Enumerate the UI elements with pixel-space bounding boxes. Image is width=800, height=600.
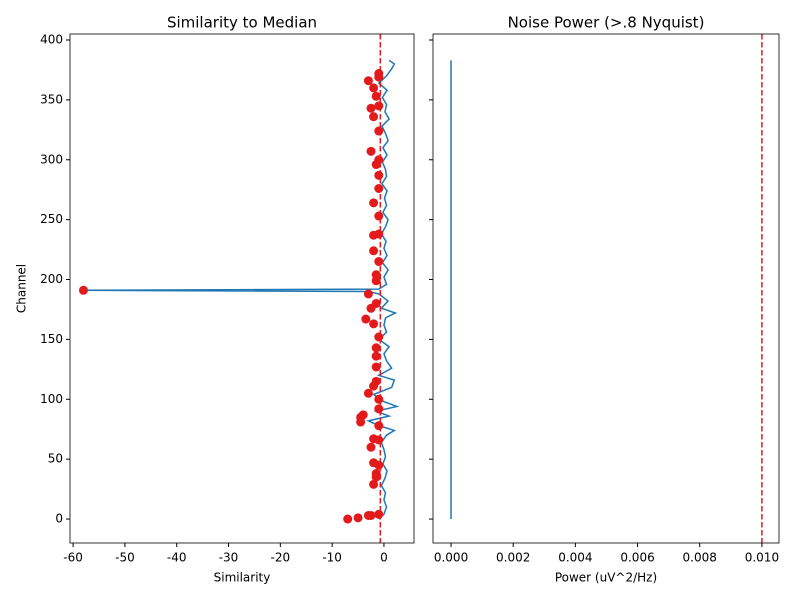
flag-point [374, 257, 384, 267]
flag-point [371, 469, 381, 479]
flag-point [374, 183, 384, 193]
flag-point [374, 421, 384, 431]
x-tick-label: 0.004 [558, 551, 592, 565]
x-tick-label: -50 [115, 551, 135, 565]
y-axis-label: Channel [15, 264, 29, 313]
axes-frame [432, 33, 780, 544]
y-tick-label: 300 [40, 152, 63, 166]
x-axis-label: Power (uV^2/Hz) [555, 571, 657, 585]
x-tick-label: -60 [63, 551, 83, 565]
series-line [83, 59, 400, 520]
flag-point [374, 101, 384, 111]
flag-point [78, 285, 88, 295]
flag-point [371, 362, 381, 372]
x-tick-label: -30 [219, 551, 239, 565]
x-tick-label: 0 [380, 551, 388, 565]
flag-point [374, 394, 384, 404]
y-tick-label: 200 [40, 272, 63, 286]
y-tick-label: 0 [55, 512, 63, 526]
flag-point [369, 246, 379, 256]
y-tick-label: 100 [40, 392, 63, 406]
flag-point [371, 376, 381, 386]
axes-title: Similarity to Median [167, 14, 317, 32]
axes-frame [69, 33, 415, 544]
y-tick-label: 250 [40, 212, 63, 226]
flag-point [366, 146, 376, 156]
flag-point [369, 198, 379, 208]
x-tick-label: -10 [322, 551, 342, 565]
flag-point [374, 126, 384, 136]
flag-point [363, 76, 373, 86]
flag-point [371, 351, 381, 361]
x-tick-label: 0.000 [434, 551, 468, 565]
plot-area [78, 34, 400, 543]
flag-point [366, 103, 376, 113]
flag-point [374, 404, 384, 414]
flag-point [374, 69, 384, 79]
flag-point [371, 343, 381, 353]
flag-point [374, 460, 384, 470]
flag-point [361, 314, 371, 324]
x-tick-label: 0.002 [496, 551, 530, 565]
flag-point [369, 83, 379, 93]
x-axis-label: Similarity [214, 571, 271, 585]
flag-point [369, 479, 379, 489]
flag-point [369, 112, 379, 122]
flag-point [374, 332, 384, 342]
flag-point [358, 410, 368, 420]
axes-title: Noise Power (>.8 Nyquist) [508, 14, 705, 32]
flag-point [366, 510, 376, 520]
y-tick-label: 350 [40, 92, 63, 106]
flag-point [363, 289, 373, 299]
flag-point [369, 434, 379, 444]
flag-point [374, 211, 384, 221]
flag-point [371, 270, 381, 280]
y-tick-label: 400 [40, 32, 63, 46]
x-tick-label: -20 [271, 551, 291, 565]
flag-point [374, 509, 384, 519]
x-tick-label: -40 [167, 551, 187, 565]
x-tick-label: 0.010 [745, 551, 779, 565]
plot-area [450, 34, 763, 543]
flag-point [374, 229, 384, 239]
flag-point [374, 170, 384, 180]
flag-point [369, 319, 379, 329]
flag-point [374, 155, 384, 165]
y-tick-label: 50 [48, 452, 63, 466]
flag-point [366, 442, 376, 452]
flag-point [343, 514, 353, 524]
x-tick-label: 0.008 [683, 551, 717, 565]
flag-point [371, 298, 381, 308]
flag-point [371, 91, 381, 101]
flag-point [353, 513, 363, 523]
flag-point [363, 388, 373, 398]
x-tick-label: 0.006 [620, 551, 654, 565]
y-tick-label: 150 [40, 332, 63, 346]
